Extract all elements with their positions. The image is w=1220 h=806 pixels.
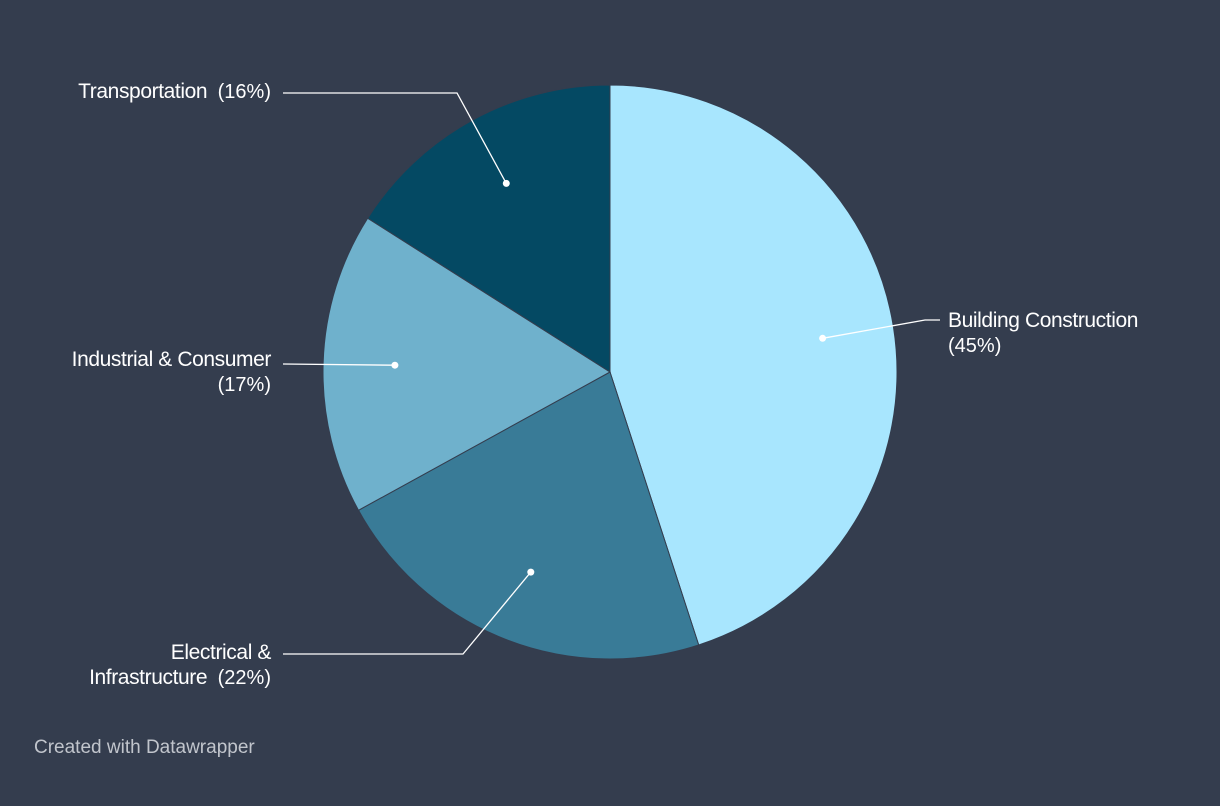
pie-slices — [322, 84, 898, 660]
label-electrical-infrastructure: Electrical & Infrastructure (22%) — [89, 641, 272, 689]
slice-percent-industrial-consumer: (17%) — [218, 374, 271, 396]
pie-slice-electrical-infrastructure — [357, 371, 700, 660]
pie-slice-building-construction — [609, 84, 898, 646]
slice-label-transportation-row: Transportation (16%) — [78, 80, 271, 103]
label-building-construction: Building Construction (45%) — [948, 309, 1138, 357]
leader-line-industrial-consumer — [282, 363, 395, 366]
slice-label-building-construction: Building Construction — [948, 309, 1138, 332]
slice-label-electrical-infrastructure: Infrastructure — [89, 666, 207, 689]
leader-dot-electrical-infrastructure — [527, 568, 535, 576]
slice-percent-building-construction: (45%) — [948, 335, 1001, 357]
slice-label-industrial-consumer: Industrial & Consumer — [72, 348, 272, 371]
leader-dot-transportation — [502, 179, 510, 187]
slice-label-electrical-line2: Infrastructure (22%) — [89, 666, 271, 689]
leader-line-transportation — [283, 92, 507, 184]
slice-label-electrical-line1: Electrical & — [171, 641, 272, 664]
leader-dot-building-construction — [819, 334, 827, 342]
leader-line-building-construction — [822, 319, 940, 339]
leader-lines — [282, 92, 940, 655]
slice-percent-transportation: (16%) — [218, 81, 271, 103]
leader-line-electrical-infrastructure — [283, 571, 532, 655]
label-industrial-consumer: Industrial & Consumer (17%) — [72, 348, 272, 396]
leader-dot-industrial-consumer — [391, 361, 399, 369]
pie-slice-industrial-consumer — [322, 217, 611, 511]
slice-label-transportation: Transportation — [78, 80, 207, 103]
datawrapper-credit: Created with Datawrapper — [34, 737, 255, 758]
slice-percent-electrical-infrastructure: (22%) — [218, 667, 271, 689]
label-transportation: Transportation (16%) — [78, 80, 271, 103]
